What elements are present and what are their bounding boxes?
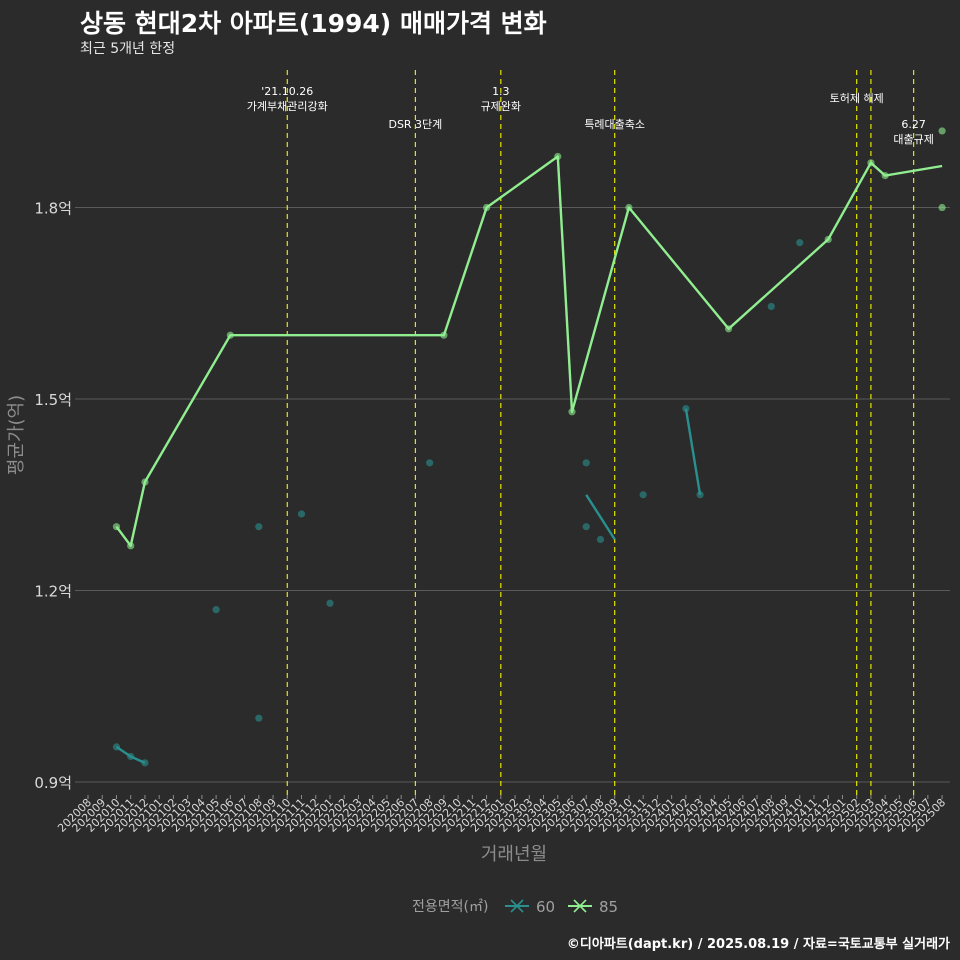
series-60-point	[141, 759, 149, 767]
series-60-point	[127, 752, 135, 761]
series-60-point	[796, 239, 804, 247]
series-60-line	[684, 408, 702, 495]
series-85-point	[127, 542, 135, 550]
series-60-point	[696, 491, 704, 499]
series-60-point	[682, 404, 690, 413]
event-label: DSR 3단계	[388, 118, 442, 131]
series-60-point	[255, 714, 263, 722]
series-85-point	[824, 235, 832, 244]
series-85-point	[112, 523, 121, 531]
series-85-point	[625, 203, 633, 212]
series-60-point	[212, 606, 220, 614]
y-axis-label: 평균가(억)	[6, 395, 27, 475]
series-85-point	[141, 478, 149, 486]
series-85-point	[482, 203, 491, 212]
series-85-point	[226, 331, 234, 339]
x-axis: 2020082020092020102020112020122021012021…	[55, 795, 948, 835]
series-60-point	[596, 535, 605, 544]
event-label: 1.3	[492, 85, 510, 98]
series-60-point	[426, 459, 434, 467]
series-85-point	[938, 203, 946, 212]
x-axis-label: 거래년월	[481, 844, 547, 865]
legend-label: 85	[599, 898, 618, 916]
y-tick-label: 1.2억	[34, 583, 72, 601]
y-tick-label: 1.5억	[34, 391, 72, 409]
gridlines	[75, 207, 950, 783]
series-layer	[112, 127, 946, 767]
y-tick-label: 1.8억	[34, 200, 72, 218]
event-label: 6.27	[901, 118, 926, 131]
legend-key-mark	[573, 899, 587, 913]
series-60-point	[639, 491, 647, 499]
event-label: 특례대출축소	[584, 118, 645, 131]
event-label: 토허제 해제	[830, 91, 884, 105]
chart-subtitle: 최근 5개년 한정	[80, 41, 176, 57]
series-85-line	[115, 155, 943, 547]
event-label: 규제완화	[481, 100, 521, 113]
series-85-point	[724, 325, 733, 333]
series-85-point	[938, 127, 946, 135]
event-label: 가계부채관리강화	[247, 100, 328, 113]
legend-label: 60	[536, 898, 555, 916]
series-85-point	[440, 331, 448, 339]
y-axis: 0.9억 1.2억 1.5억 1.8억	[34, 200, 72, 792]
series-60-point	[297, 510, 306, 518]
series-60-point	[767, 302, 775, 311]
legend: 전용면적(㎡) 60 85	[412, 898, 618, 916]
series-60-point	[326, 599, 334, 607]
series-85-point	[568, 408, 576, 416]
series-60-line	[585, 494, 616, 541]
series-85-point	[554, 152, 562, 161]
event-label: 대출규제	[893, 133, 933, 146]
series-60-point	[112, 743, 121, 751]
event-label: '21.10.26	[261, 85, 313, 98]
series-85-point	[881, 172, 889, 180]
legend-key-mark	[510, 899, 524, 913]
chart-title: 상동 현대2차 아파트(1994) 매매가격 변화	[80, 9, 547, 38]
series-85-point	[867, 159, 875, 167]
series-60-point	[582, 523, 590, 531]
series-60-point	[255, 523, 263, 531]
legend-title: 전용면적(㎡)	[412, 899, 488, 915]
y-tick-label: 0.9억	[34, 774, 72, 792]
series-60-point	[582, 459, 590, 467]
source-caption: ©디아파트(dapt.kr) / 2025.08.19 / 자료=국토교통부 실…	[566, 937, 950, 952]
